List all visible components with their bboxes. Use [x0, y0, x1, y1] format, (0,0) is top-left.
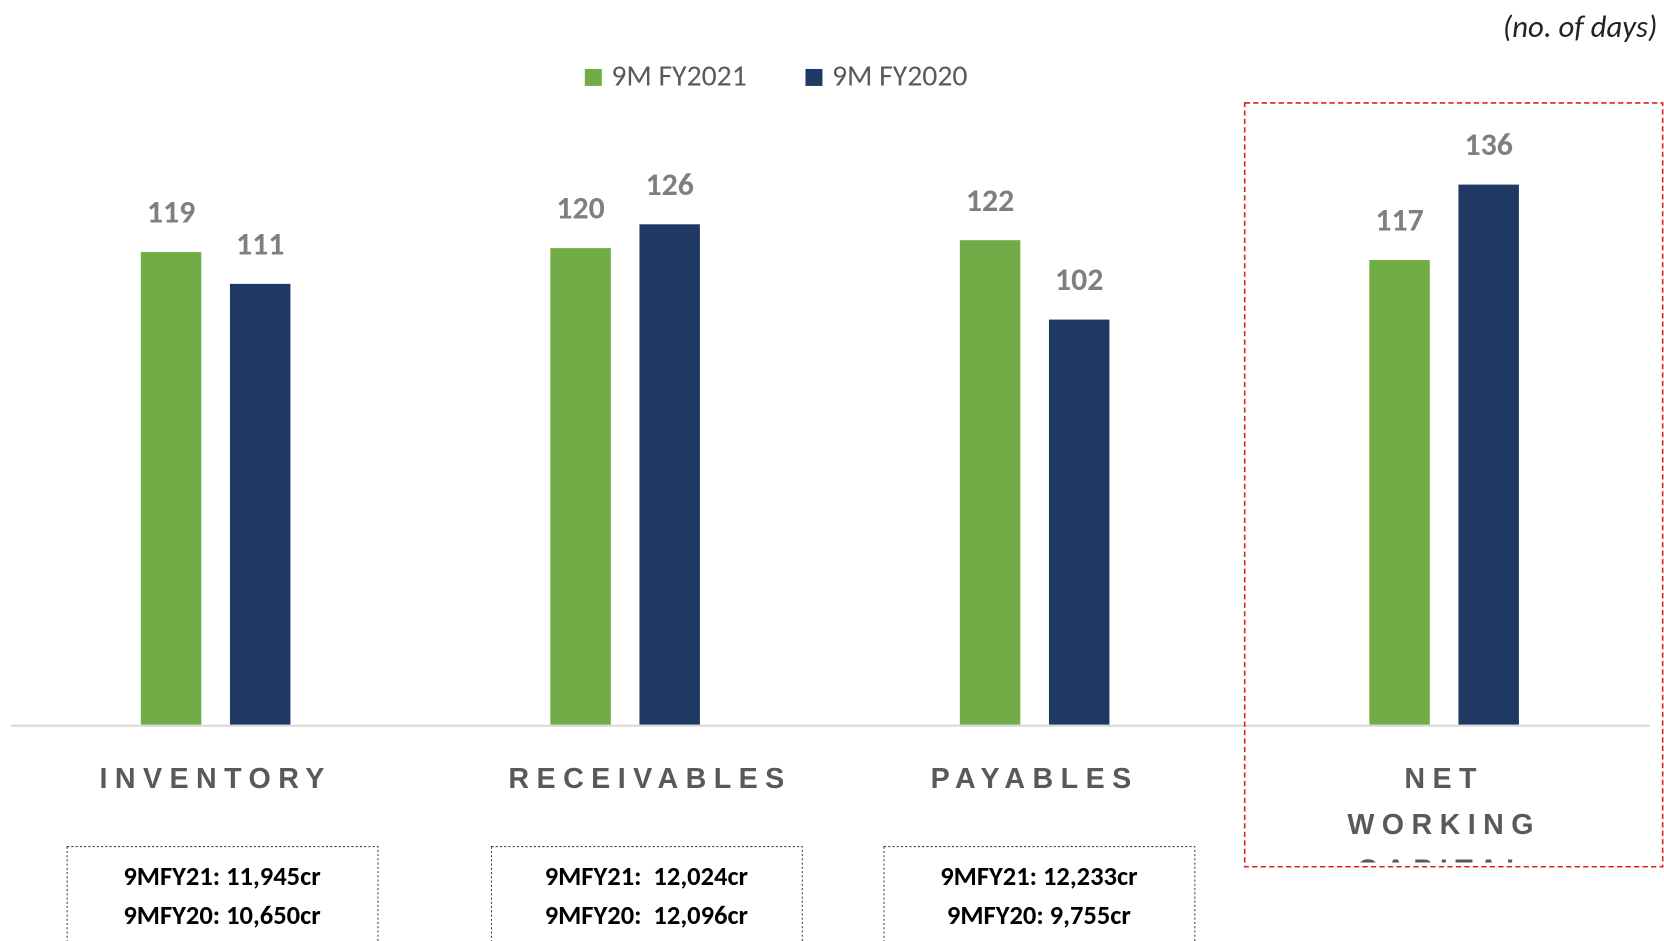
data-label: 111 — [236, 224, 284, 263]
category-label-box: PAYABLES — [930, 762, 1139, 795]
data-label: 122 — [966, 181, 1014, 220]
category-label-box: NET WORKING CAPITAL — [1347, 762, 1541, 863]
note-box — [66, 846, 379, 941]
legend-swatch — [584, 68, 602, 86]
data-label: 102 — [1055, 260, 1103, 299]
bar — [959, 240, 1021, 725]
bar — [1369, 260, 1430, 725]
unit-note: (no. of days) — [1503, 9, 1657, 46]
bar — [639, 224, 700, 725]
category-label-box: INVENTORY — [99, 762, 332, 795]
data-label: 136 — [1464, 125, 1512, 164]
highlight-box — [1243, 102, 1664, 868]
note-text: 9MFY21: 12,233cr — [940, 861, 1138, 893]
bar — [550, 248, 611, 725]
data-label: 126 — [645, 165, 693, 204]
note-text: 9MFY21: 11,945cr — [123, 861, 321, 893]
note-text: 9MFY21: 12,024cr — [545, 861, 749, 893]
note-box — [883, 846, 1196, 941]
data-label: 119 — [147, 193, 195, 232]
bar — [1458, 184, 1519, 725]
note-text: 9MFY20: 12,096cr — [545, 900, 749, 932]
note-box — [490, 846, 803, 941]
legend-label: 9M FY2020 — [832, 58, 967, 94]
note-text: 9MFY20: 10,650cr — [123, 900, 321, 932]
category-label: RECEIVABLES — [508, 762, 792, 795]
data-label: 120 — [556, 189, 604, 228]
bar — [1048, 319, 1110, 725]
category-label: PAYABLES — [930, 762, 1139, 795]
category-label: NET WORKING CAPITAL — [1347, 762, 1541, 863]
category-label: INVENTORY — [99, 762, 332, 795]
note-text: 9MFY20: 9,755cr — [947, 900, 1131, 932]
legend-label: 9M FY2021 — [611, 58, 746, 94]
bar — [140, 252, 202, 725]
category-label-box: RECEIVABLES — [508, 762, 792, 795]
data-label: 117 — [1375, 201, 1423, 240]
legend-swatch — [805, 68, 823, 86]
bar — [229, 283, 291, 725]
